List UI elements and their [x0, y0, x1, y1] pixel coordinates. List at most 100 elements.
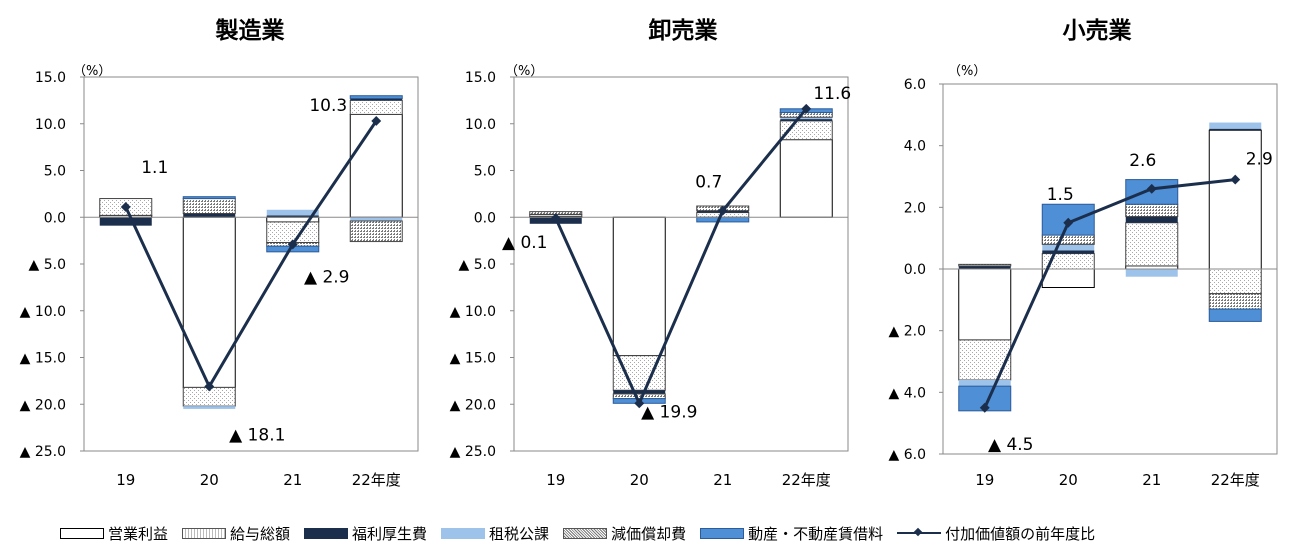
- panel2-bar-salaries: [1125, 222, 1179, 267]
- panel0-data-label: 10.3: [309, 96, 347, 116]
- panel2-data-label: 2.6: [1129, 151, 1156, 171]
- panel2-y-tick-label: ▲ 6.0: [889, 447, 926, 463]
- panel2-y-tick-label: ▲ 2.0: [889, 324, 926, 340]
- panel1-value-added-line: [554, 107, 808, 408]
- panel0-bar-welfare: [350, 98, 403, 101]
- panel1-data-label: ▲ 0.1: [502, 233, 548, 253]
- panel0-bar-depreciation: [349, 220, 403, 243]
- panel1-y-tick-label: 5.0: [474, 164, 496, 180]
- panel0-bar-rent: [182, 196, 236, 200]
- legend-label-taxes: 租税公課: [489, 524, 550, 543]
- legend-label-welfare: 福利厚生費: [352, 524, 428, 543]
- panel1-unit-label: （%）: [505, 64, 543, 79]
- panel0-line-point: [204, 381, 215, 392]
- panel0-bar-taxes: [266, 209, 319, 216]
- panel2-bar-operating-profit: [1041, 268, 1095, 288]
- legend-swatch-welfare: [304, 527, 349, 539]
- legend: 営業利益 給与総額 福利厚生費 租税公課 減価償却費 動産・不動産賃借料 付加価…: [60, 520, 1300, 546]
- panel2-bar-taxes: [1209, 122, 1262, 129]
- panel1-y-tick-label: ▲ 15.0: [450, 351, 496, 367]
- legend-label-depreciation: 減価償却費: [611, 524, 687, 543]
- panel2-bar-depreciation: [1125, 203, 1179, 218]
- panel2-bar-welfare: [958, 265, 1011, 269]
- legend-item-operating-profit: 営業利益: [60, 523, 168, 544]
- panel1-y-tick-label: ▲ 5.0: [459, 257, 496, 273]
- panel2-bar-welfare: [1042, 250, 1095, 254]
- panel1-x-tick-label: 19: [546, 471, 565, 489]
- panel0-x-tick-label: 20: [200, 471, 219, 489]
- panel0-y-tick-label: 15.0: [35, 70, 66, 86]
- panel2-value-added-line: [983, 178, 1236, 409]
- panel0-line-point: [287, 239, 298, 250]
- panel2-bar-taxes: [1125, 269, 1178, 277]
- panel2-bar-operating-profit: [958, 268, 1012, 341]
- panel0-bar-salaries: [349, 99, 403, 115]
- panel0-bar-rent: [349, 95, 403, 100]
- panel1-title: 卸売業: [649, 17, 719, 44]
- panel0-x-tick-label: 21: [283, 471, 302, 489]
- panel2-unit-label: （%）: [948, 64, 986, 79]
- panel0-y-tick-label: 0.0: [44, 210, 66, 226]
- legend-label-salaries: 給与総額: [230, 524, 291, 543]
- legend-item-salaries: 給与総額: [182, 523, 290, 544]
- panel0-value-added-line: [124, 120, 378, 390]
- panel2-x-tick-label: 20: [1059, 471, 1078, 489]
- panel1-y-tick-label: ▲ 20.0: [450, 397, 496, 413]
- panel0-unit-label: （%）: [73, 64, 111, 79]
- panel2-bar-rent: [1208, 308, 1262, 322]
- panel1-bar-depreciation: [612, 393, 666, 400]
- panel2-y-tick-label: 2.0: [904, 200, 926, 216]
- legend-item-taxes: 租税公課: [441, 523, 549, 544]
- panel2-line-point: [1230, 174, 1241, 185]
- panel1-bar-taxes: [780, 117, 833, 120]
- panel2-bar-taxes: [1042, 244, 1095, 251]
- panel0-bar-welfare: [183, 213, 236, 218]
- panel2-data-label: ▲ 4.5: [988, 435, 1034, 455]
- panel2-bar-depreciation: [1041, 234, 1095, 245]
- panel2-line-point: [1063, 217, 1074, 228]
- panel2-bar-welfare: [1125, 216, 1178, 223]
- panel2-x-tick-label: 21: [1142, 471, 1161, 489]
- panel1-x-tick-label: 20: [630, 471, 649, 489]
- panel2-data-label: 1.5: [1047, 185, 1074, 205]
- panel2-x-tick-label: 19: [975, 471, 994, 489]
- legend-swatch-rent: [700, 527, 745, 539]
- panel0-y-tick-label: ▲ 5.0: [29, 257, 66, 273]
- panel0-bar-operating-profit: [182, 216, 236, 388]
- panel2-bar-depreciation: [1208, 293, 1262, 310]
- panel2-bar-taxes: [958, 380, 1011, 387]
- panel0-x-tick-label: 19: [116, 471, 135, 489]
- panel0-line-point: [120, 202, 131, 212]
- panel1-data-label: ▲ 19.9: [641, 402, 697, 422]
- panel0-y-tick-label: ▲ 20.0: [20, 397, 66, 413]
- panel1-line-point: [717, 205, 728, 216]
- panel1-y-tick-label: 10.0: [465, 117, 496, 133]
- panel1-y-tick-label: 0.0: [474, 210, 496, 226]
- panel0-y-tick-label: ▲ 15.0: [20, 351, 66, 367]
- panel0-bar-operating-profit: [349, 113, 403, 218]
- panel2-bar-salaries: [1208, 268, 1262, 295]
- panel0-y-tick-label: 10.0: [35, 117, 66, 133]
- panel1-line-point: [801, 103, 812, 114]
- panel0-x-tick-label: 22年度: [352, 471, 401, 489]
- panel1-bar-rent: [696, 216, 750, 223]
- legend-item-welfare: 福利厚生費: [304, 523, 427, 544]
- panel1-y-tick-label: ▲ 10.0: [450, 304, 496, 320]
- panel0-title: 製造業: [215, 17, 286, 44]
- legend-swatch-operating-profit: [60, 527, 104, 539]
- panel0-y-tick-label: 5.0: [44, 164, 66, 180]
- panel2-data-label: 2.9: [1246, 150, 1273, 170]
- panel2-y-tick-label: 0.0: [904, 262, 926, 278]
- panel0-bar-depreciation: [182, 198, 236, 215]
- panel2-y-tick-label: ▲ 4.0: [889, 385, 926, 401]
- panel2-bar-welfare: [1209, 128, 1262, 131]
- panel2-title: 小売業: [1063, 17, 1133, 44]
- panel0-data-label: ▲ 2.9: [304, 267, 350, 287]
- panel1-x-tick-label: 22年度: [782, 471, 831, 489]
- legend-item-line: 付加価値額の前年度比: [897, 523, 1095, 544]
- panel1-y-tick-label: 15.0: [465, 70, 496, 86]
- panel1-line-point: [634, 398, 645, 409]
- panel1-bar-operating-profit: [612, 216, 666, 357]
- legend-line-marker: [897, 527, 942, 539]
